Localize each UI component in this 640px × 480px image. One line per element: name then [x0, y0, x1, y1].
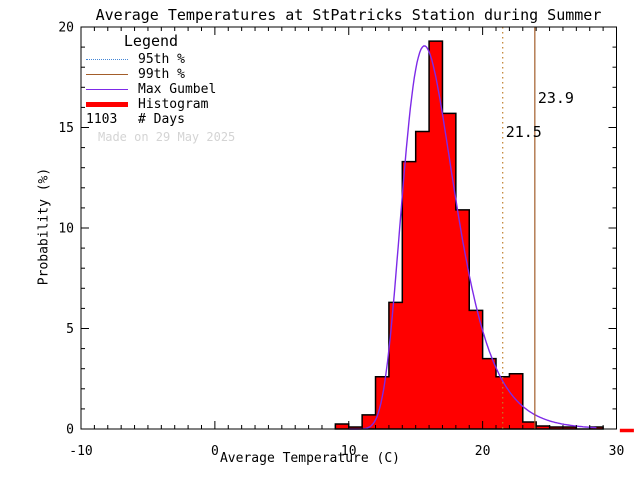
- watermark-date: Made on 29 May 2025: [98, 130, 236, 144]
- legend-item-max-gumbel: Max Gumbel: [86, 82, 296, 97]
- legend-item-label: Max Gumbel: [138, 82, 217, 97]
- axes: [80, 26, 617, 430]
- y-axis-label: Probability (%): [36, 167, 52, 286]
- x-tick-label: -10: [69, 444, 92, 459]
- legend-thick-line-sample: [86, 102, 128, 107]
- x-tick-label: 10: [341, 444, 357, 459]
- legend-dotted-line-sample: [86, 59, 128, 60]
- p95-value-label: 21.5: [506, 123, 542, 141]
- y-tick-labels: 0 5 10 15 20: [58, 21, 74, 438]
- legend-sample-slot: [86, 74, 128, 75]
- gumbel-curve: [348, 45, 597, 430]
- y-tick-label: 5: [66, 322, 74, 337]
- y-tick-label: 15: [58, 121, 74, 136]
- legend-item-label: 99th %: [138, 67, 185, 82]
- legend: Legend 95th % 99th % Max Gumbel Histogram 11…: [86, 33, 296, 127]
- legend-solid-line-sample: [86, 74, 128, 75]
- legend-item-histogram: Histogram: [86, 97, 296, 112]
- x-tick-label: 20: [475, 444, 491, 459]
- legend-title: Legend: [123, 32, 179, 50]
- x-tick-label: 30: [609, 444, 625, 459]
- legend-item-label: # Days: [138, 112, 185, 127]
- legend-item-days: 1103 # Days: [86, 112, 296, 127]
- y-tick-label: 0: [66, 423, 74, 438]
- y-tick-label: 10: [58, 222, 74, 237]
- percentile-lines: 21.5 23.9: [502, 27, 574, 429]
- legend-sample-slot: [86, 89, 128, 90]
- x-tick-label: 0: [211, 444, 219, 459]
- legend-sample-slot: [86, 102, 128, 107]
- x-tick-labels: -10 0 10 20 30: [69, 444, 624, 459]
- y-tick-label: 20: [58, 21, 74, 36]
- chart-title: Average Temperatures at StPatricks Stati…: [95, 6, 602, 24]
- p99-value-label: 23.9: [538, 89, 574, 107]
- legend-item-label: 95th %: [138, 52, 185, 67]
- legend-rows: 95th % 99th % Max Gumbel Histogram 1103 # Day…: [86, 52, 296, 127]
- legend-item-99th: 99th %: [86, 67, 296, 82]
- legend-item-label: Histogram: [138, 97, 209, 112]
- x-axis-label: Average Temperature (C): [219, 451, 400, 466]
- legend-item-95th: 95th %: [86, 52, 296, 67]
- legend-count-value: 1103: [86, 112, 118, 127]
- legend-solid-line-sample: [86, 89, 128, 90]
- legend-sample-slot: [86, 59, 128, 60]
- histogram-bars: [334, 40, 604, 430]
